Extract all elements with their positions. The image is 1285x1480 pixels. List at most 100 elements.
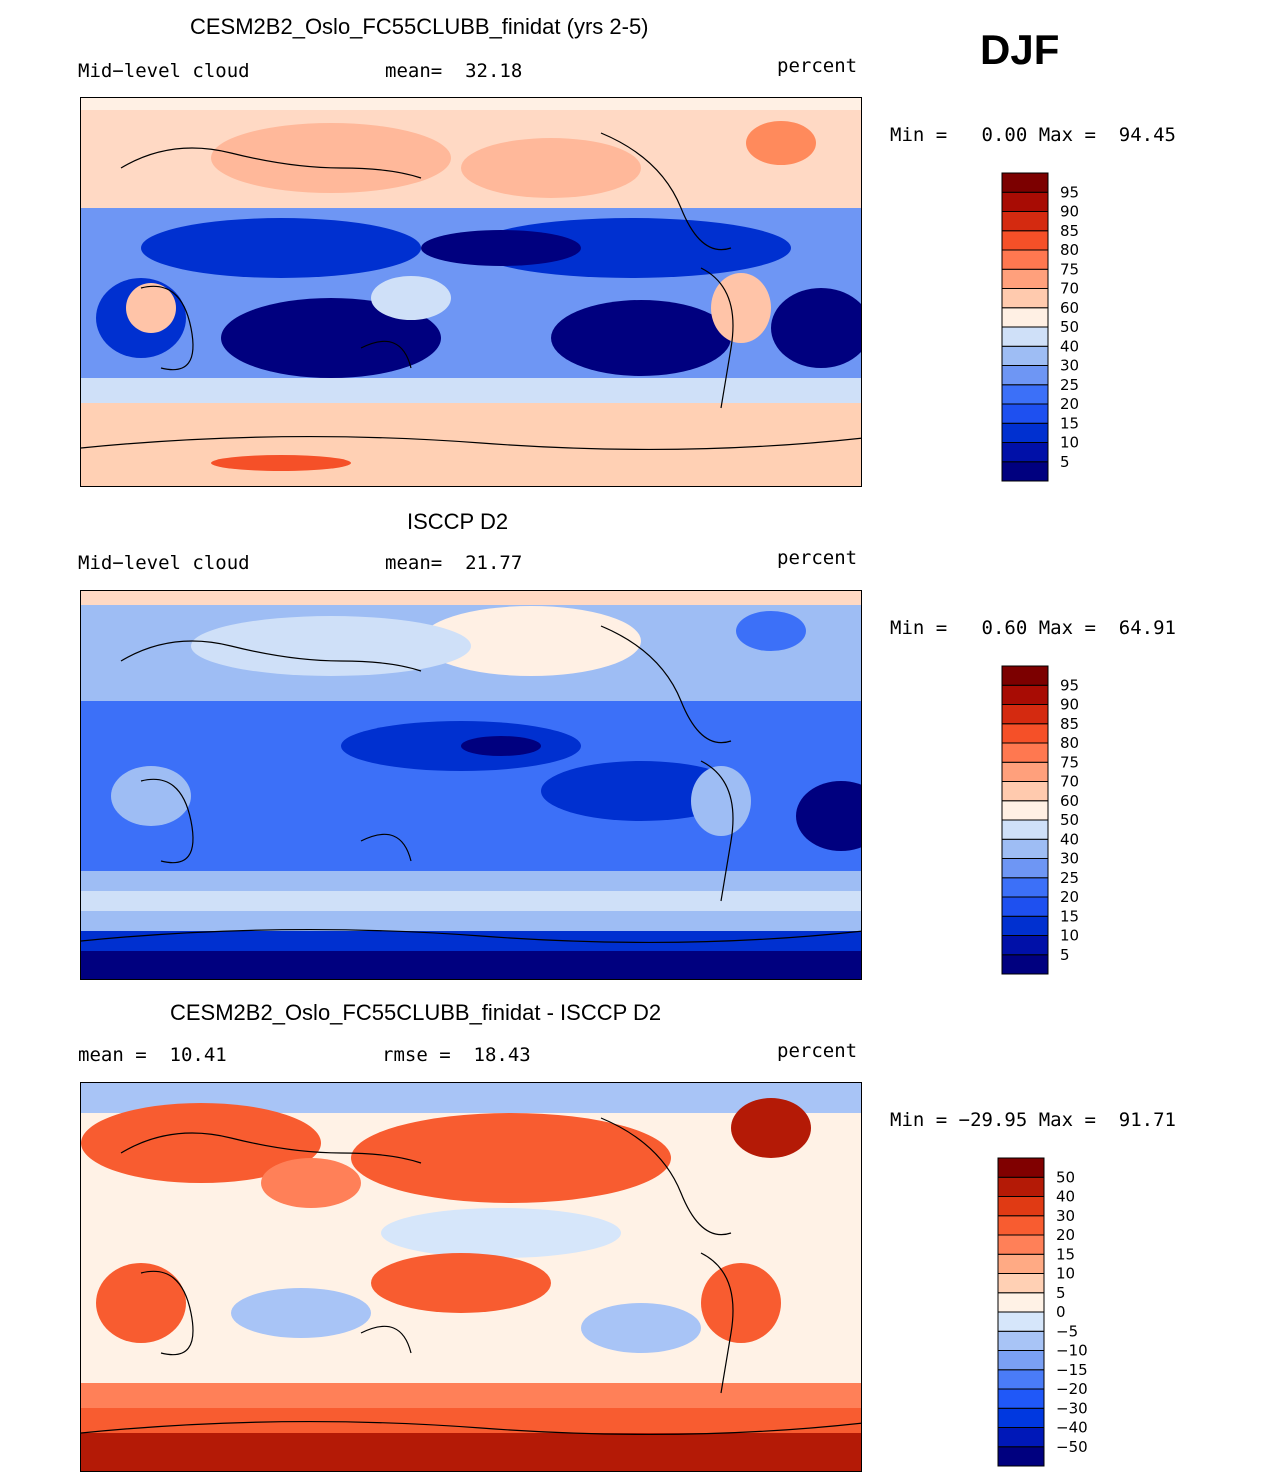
panel1-colorbar-tick-label: 90 bbox=[1060, 203, 1079, 221]
panel1-colorbar-box bbox=[1001, 403, 1049, 424]
panel2-colorbar-tick-label: 95 bbox=[1060, 676, 1079, 694]
panel3-minmax: Min = −29.95 Max = 91.71 bbox=[890, 1109, 1176, 1131]
panel2-colorbar-box bbox=[1001, 935, 1049, 956]
panel2-colorbar-box bbox=[1001, 781, 1049, 802]
panel3-colorbar-tick-label: 0 bbox=[1056, 1303, 1066, 1321]
panel1-colorbar-box bbox=[1001, 384, 1049, 405]
panel3-rmse-label: rmse = 18.43 bbox=[382, 1044, 531, 1066]
panel3-colorbar-box bbox=[997, 1330, 1045, 1351]
panel2-colorbar-box bbox=[1001, 954, 1049, 975]
panel1-colorbar-box bbox=[1001, 211, 1049, 232]
panel1-colorbar-tick-label: 50 bbox=[1060, 318, 1079, 336]
panel3-colorbar-box bbox=[997, 1273, 1045, 1294]
panel2-colorbar-tick-label: 80 bbox=[1060, 734, 1079, 752]
panel2-colorbar-tick-label: 5 bbox=[1060, 946, 1070, 964]
panel1-colorbar-box bbox=[1001, 288, 1049, 309]
panel3-colorbar-tick-label: −5 bbox=[1056, 1322, 1078, 1340]
panel3-colorbar-tick-label: −40 bbox=[1056, 1419, 1088, 1437]
panel1-colorbar-box bbox=[1001, 172, 1049, 193]
panel2-colorbar-box bbox=[1001, 684, 1049, 705]
panel2-colorbar-tick-label: 40 bbox=[1060, 830, 1079, 848]
panel3-colorbar-box bbox=[997, 1196, 1045, 1217]
panel2-colorbar-box bbox=[1001, 723, 1049, 744]
panel3-units-label: percent bbox=[777, 1040, 858, 1062]
panel2-colorbar-box bbox=[1001, 819, 1049, 840]
panel2-colorbar: 5 10 15 20 25 30 40 50 60 70 75 80 85 90 95 bbox=[1001, 665, 1112, 976]
panel2-colorbar-box bbox=[1001, 877, 1049, 898]
panel2-colorbar-box bbox=[1001, 742, 1049, 763]
panel3-colorbar-tick-label: 5 bbox=[1056, 1284, 1066, 1302]
panel1-colorbar-box bbox=[1001, 307, 1049, 328]
panel1-title: CESM2B2_Oslo_FC55CLUBB_finidat (yrs 2-5) bbox=[190, 14, 649, 39]
panel2-map-field bbox=[81, 591, 861, 979]
panel1-units-label: percent bbox=[777, 55, 858, 77]
panel1-colorbar-tick-label: 20 bbox=[1060, 395, 1079, 413]
panel3-colorbar-box bbox=[997, 1407, 1045, 1428]
panel2-colorbar-tick-label: 10 bbox=[1060, 927, 1079, 945]
panel1-colorbar-box bbox=[1001, 191, 1049, 212]
panel3-colorbar-tick-label: −50 bbox=[1056, 1438, 1088, 1456]
panel3-colorbar-tick-label: −15 bbox=[1056, 1361, 1088, 1379]
panel1-colorbar-tick-label: 60 bbox=[1060, 299, 1079, 317]
panel3-colorbar-box bbox=[997, 1292, 1045, 1313]
panel1-colorbar-box bbox=[1001, 365, 1049, 386]
panel3-colorbar-tick-label: 30 bbox=[1056, 1207, 1075, 1225]
panel1-colorbar-tick-label: 15 bbox=[1060, 414, 1079, 432]
panel2-colorbar-box bbox=[1001, 896, 1049, 917]
panel3-colorbar-box bbox=[997, 1176, 1045, 1197]
panel1-mean-label: mean= 32.18 bbox=[385, 60, 523, 82]
panel2-colorbar-tick-label: 75 bbox=[1060, 753, 1079, 771]
panel2-colorbar-tick-label: 30 bbox=[1060, 850, 1079, 868]
panel2-colorbar-box bbox=[1001, 858, 1049, 879]
panel3-colorbar-tick-label: 40 bbox=[1056, 1188, 1075, 1206]
panel2-colorbar-box bbox=[1001, 838, 1049, 859]
panel3-colorbar-box bbox=[997, 1215, 1045, 1236]
panel2-colorbar-tick-label: 90 bbox=[1060, 696, 1079, 714]
panel3-colorbar-tick-label: 15 bbox=[1056, 1245, 1075, 1263]
panel3-colorbar-box bbox=[997, 1157, 1045, 1178]
panel2-mean-label: mean= 21.77 bbox=[385, 552, 523, 574]
panel3-colorbar-tick-label: −30 bbox=[1056, 1399, 1088, 1417]
panel1-colorbar-box bbox=[1001, 268, 1049, 289]
panel2-colorbar-tick-label: 15 bbox=[1060, 907, 1079, 925]
panel1-colorbar-box bbox=[1001, 422, 1049, 443]
panel1-colorbar-tick-label: 85 bbox=[1060, 222, 1079, 240]
panel3-colorbar-box bbox=[997, 1234, 1045, 1255]
panel1-colorbar-tick-label: 80 bbox=[1060, 241, 1079, 259]
panel2-colorbar-tick-label: 50 bbox=[1060, 811, 1079, 829]
panel1-colorbar-box bbox=[1001, 345, 1049, 366]
panel3-colorbar-box bbox=[997, 1311, 1045, 1332]
panel3-map-field bbox=[81, 1083, 861, 1471]
season-label: DJF bbox=[980, 26, 1060, 73]
panel2-units-label: percent bbox=[777, 547, 858, 569]
panel2-colorbar-box bbox=[1001, 915, 1049, 936]
panel3-colorbar-box bbox=[997, 1253, 1045, 1274]
panel2-minmax: Min = 0.60 Max = 64.91 bbox=[890, 617, 1176, 639]
panel3-colorbar-tick-label: 50 bbox=[1056, 1168, 1075, 1186]
panel3-map bbox=[80, 1082, 862, 1472]
panel1-variable-label: Mid−level cloud bbox=[78, 60, 250, 82]
panel1-colorbar-tick-label: 75 bbox=[1060, 260, 1079, 278]
panel3-colorbar-box bbox=[997, 1388, 1045, 1409]
panel3-mean-label: mean = 10.41 bbox=[78, 1044, 227, 1066]
panel2-colorbar-tick-label: 60 bbox=[1060, 792, 1079, 810]
panel1-colorbar-tick-label: 5 bbox=[1060, 453, 1070, 471]
panel3-colorbar-box bbox=[997, 1427, 1045, 1448]
panel3-colorbar-tick-label: −10 bbox=[1056, 1342, 1088, 1360]
panel1-colorbar-box bbox=[1001, 249, 1049, 270]
panel2-colorbar-tick-label: 25 bbox=[1060, 869, 1079, 887]
panel1-colorbar-box bbox=[1001, 442, 1049, 463]
panel1-colorbar-tick-label: 95 bbox=[1060, 183, 1079, 201]
panel1-colorbar-box bbox=[1001, 461, 1049, 482]
panel1-colorbar-tick-label: 30 bbox=[1060, 357, 1079, 375]
panel1-colorbar-box bbox=[1001, 326, 1049, 347]
panel2-colorbar-box bbox=[1001, 665, 1049, 686]
panel3-colorbar-box bbox=[997, 1446, 1045, 1467]
panel2-colorbar-tick-label: 20 bbox=[1060, 888, 1079, 906]
panel3-colorbar-tick-label: −20 bbox=[1056, 1380, 1088, 1398]
panel1-colorbar-tick-label: 25 bbox=[1060, 376, 1079, 394]
panel1-map bbox=[80, 97, 862, 487]
panel2-title: ISCCP D2 bbox=[407, 509, 509, 534]
panel1-colorbar: 5 10 15 20 25 30 40 50 60 70 75 80 85 90 95 bbox=[1001, 172, 1112, 483]
